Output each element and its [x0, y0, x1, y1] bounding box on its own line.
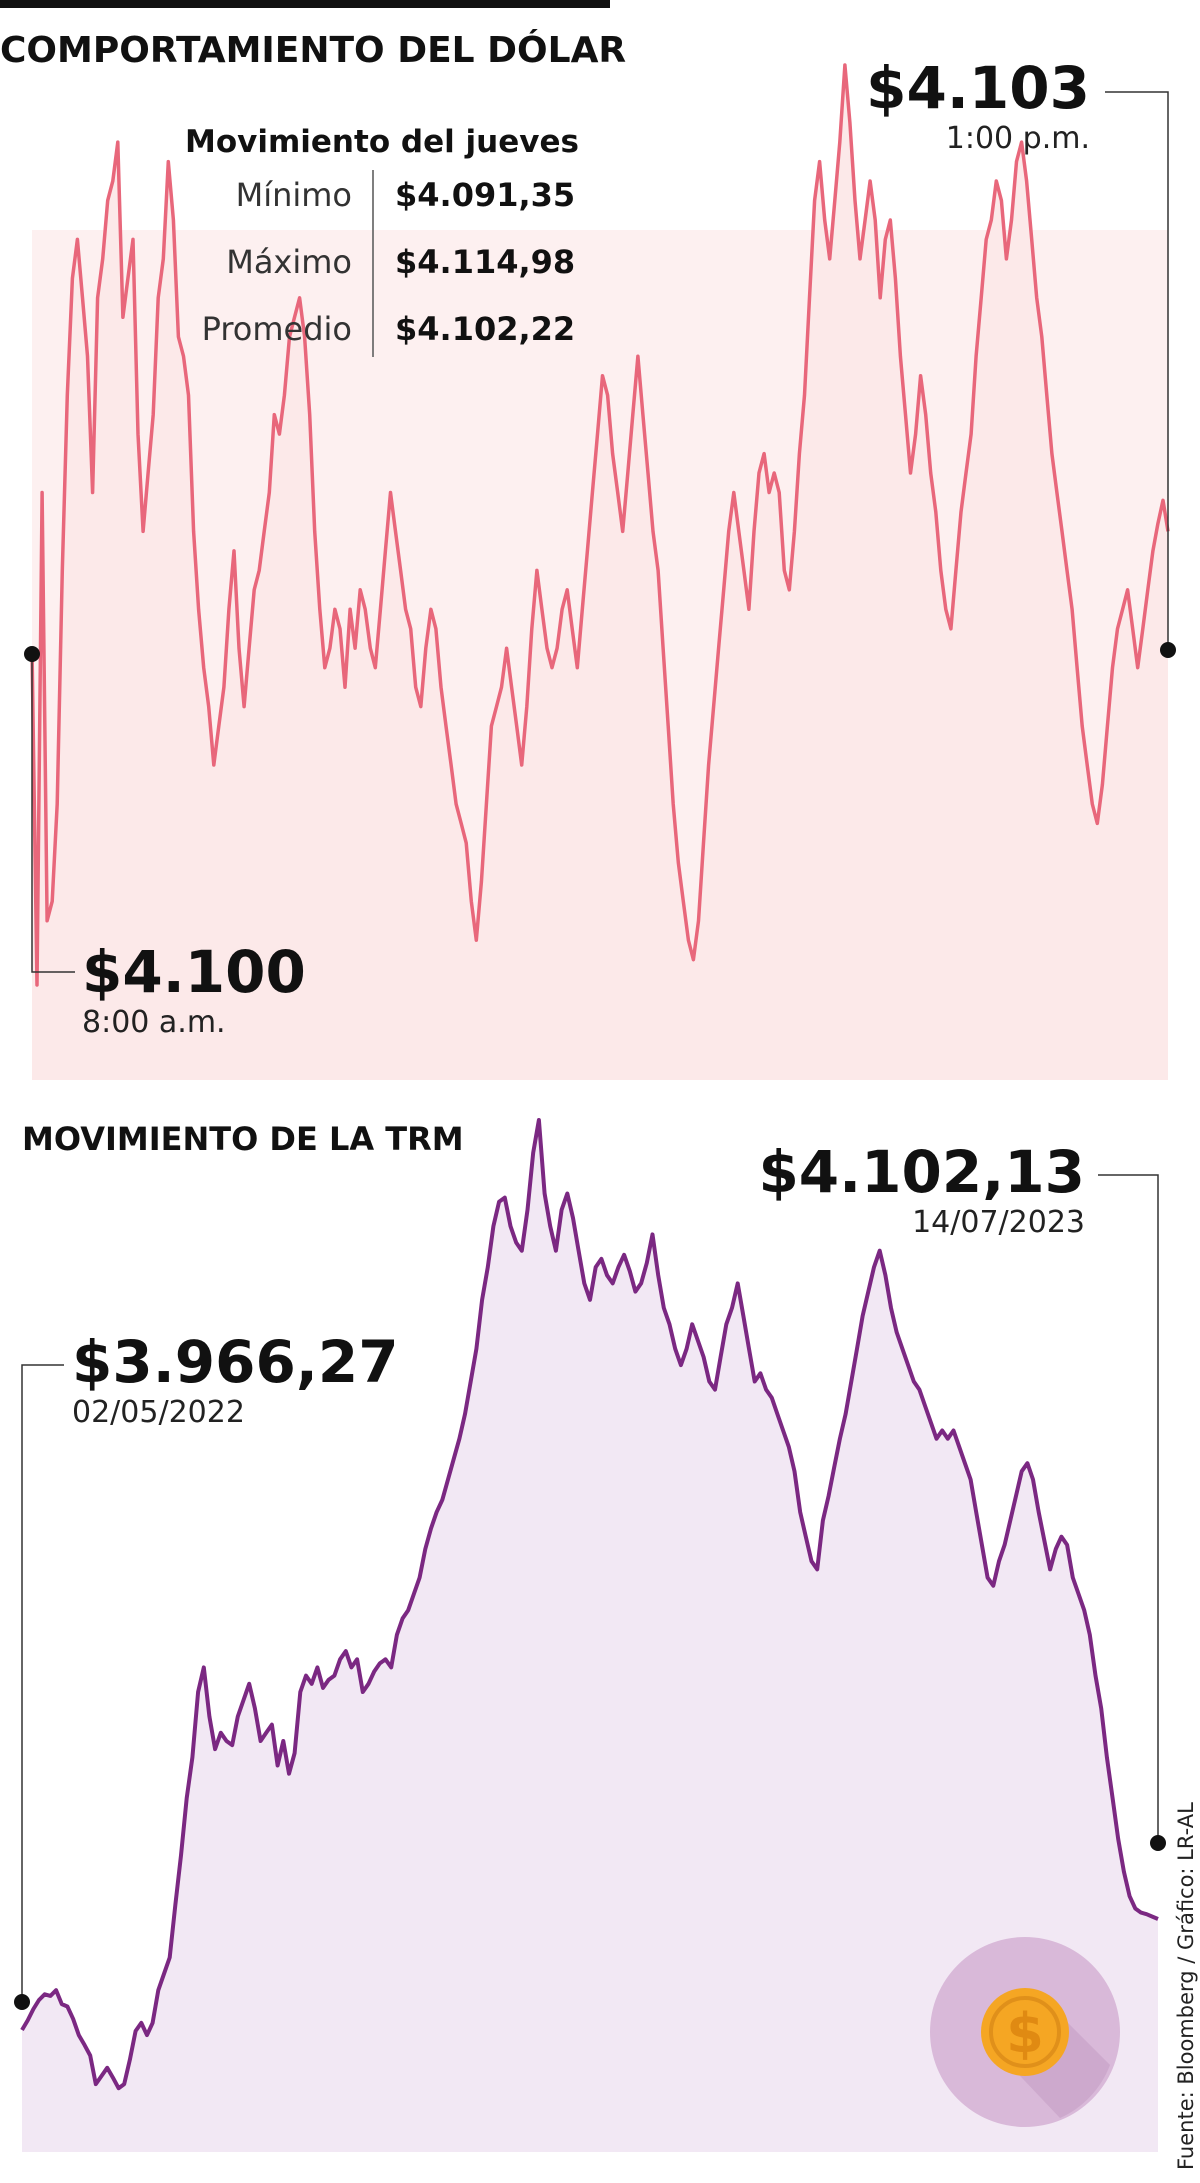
dolar-start-value: $4.100 — [82, 938, 306, 1006]
trm-chart-title: MOVIMIENTO DE LA TRM — [22, 1120, 464, 1158]
dolar-chart-title: COMPORTAMIENTO DEL DÓLAR — [0, 29, 626, 71]
dolar-stat-value-min: $4.091,35 — [395, 176, 575, 214]
dolar-stat-value-avg: $4.102,22 — [395, 310, 575, 348]
dolar-start-leader — [31, 650, 75, 973]
trm-start-leader — [21, 1364, 64, 2002]
dolar-start-marker — [24, 646, 40, 662]
dolar-series-line — [30, 63, 1170, 987]
trm-series-line — [20, 1118, 1159, 2091]
svg-text:$: $ — [1006, 2002, 1044, 2065]
trm-start-date: 02/05/2022 — [72, 1395, 245, 1430]
trm-area-fill — [22, 1120, 1158, 2152]
trm-end-value: $4.102,13 — [758, 1138, 1085, 1206]
trm-end-leader — [1098, 1174, 1159, 1843]
dolar-end-marker — [1160, 642, 1176, 658]
trm-start-marker — [14, 1994, 30, 2010]
dolar-area-fill — [32, 65, 1168, 1080]
trm-end-marker — [1150, 1835, 1166, 1851]
trm-start-value: $3.966,27 — [72, 1328, 399, 1396]
trm-end-date: 14/07/2023 — [912, 1205, 1085, 1240]
dolar-end-time: 1:00 p.m. — [946, 121, 1090, 156]
dolar-title-bar — [0, 0, 610, 8]
dolar-start-time: 8:00 a.m. — [82, 1005, 226, 1040]
dolar-end-value: $4.103 — [866, 54, 1090, 122]
dolar-stats-heading: Movimiento del jueves — [185, 124, 579, 160]
source-credit: Fuente: Bloomberg / Gráfico: LR-AL — [1174, 1802, 1198, 2170]
dolar-stat-label-avg: Promedio — [202, 310, 352, 348]
dollar-coin-icon: $ — [930, 1937, 1120, 2127]
dolar-stat-label-min: Mínimo — [236, 176, 352, 214]
dolar-stat-label-max: Máximo — [226, 243, 352, 281]
dolar-stat-value-max: $4.114,98 — [395, 243, 575, 281]
dolar-end-leader — [1105, 91, 1169, 650]
